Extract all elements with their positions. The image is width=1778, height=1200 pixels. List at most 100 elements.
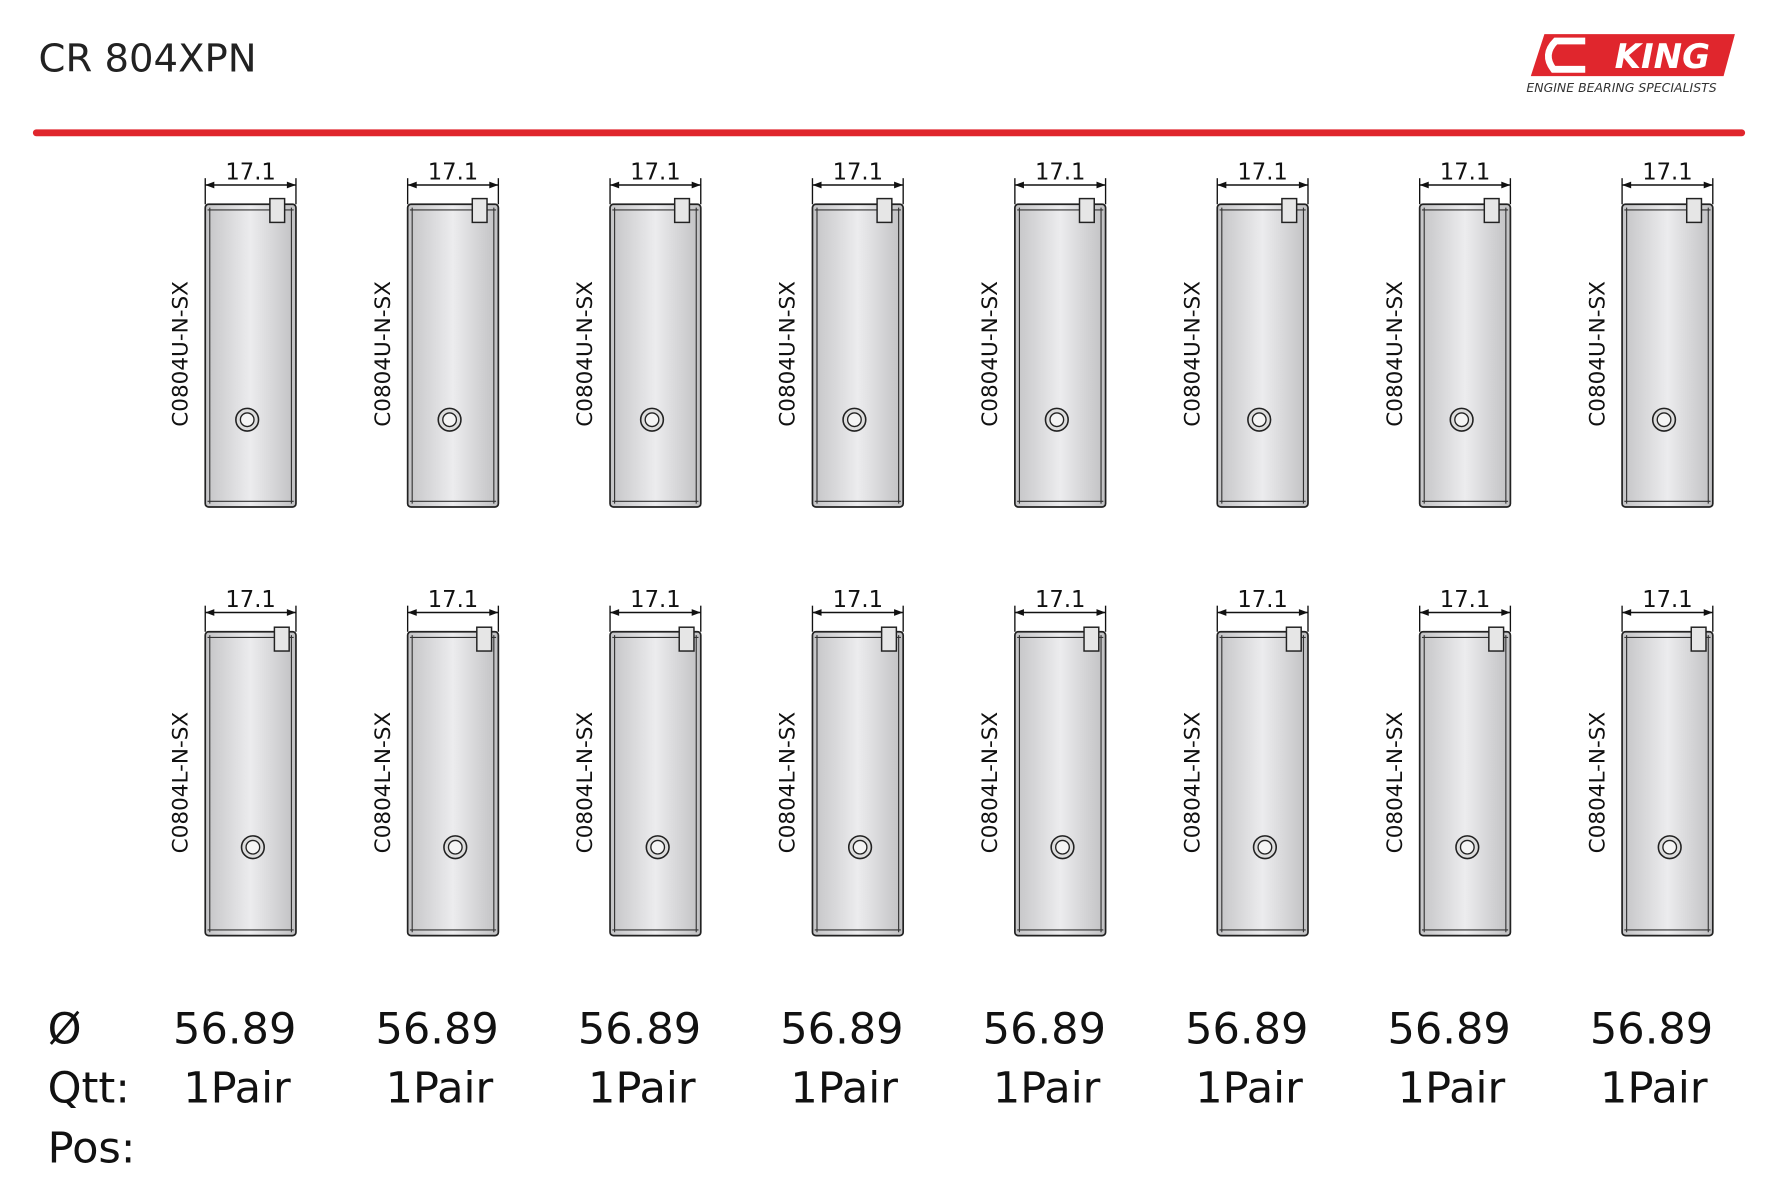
part-number: C0804L-N-SX xyxy=(371,712,396,854)
arrow xyxy=(489,181,499,189)
bearing: 17.1 C0804U-N-SX xyxy=(978,159,1107,508)
width-label: 17.1 xyxy=(1035,587,1085,613)
bearing: 17.1 C0804L-N-SX xyxy=(1383,587,1512,937)
oil-hole-inner xyxy=(1049,412,1065,428)
oil-hole-inner xyxy=(1257,839,1273,855)
locating-tab xyxy=(269,197,286,224)
arrow xyxy=(1622,181,1632,189)
shell xyxy=(1014,630,1107,937)
part-number: C0804L-N-SX xyxy=(1383,712,1408,854)
arrow xyxy=(1096,609,1106,616)
arrow xyxy=(1703,181,1713,189)
arrow xyxy=(1014,181,1024,189)
arrow xyxy=(812,181,822,189)
locating-tab xyxy=(1281,197,1298,224)
oil-hole-inner xyxy=(245,839,261,855)
arrow xyxy=(1419,181,1429,189)
arrow xyxy=(1014,609,1024,616)
shell xyxy=(1621,203,1714,508)
shell xyxy=(1216,203,1309,508)
diameter: 56.89 xyxy=(578,1004,701,1054)
part-number: C0804U-N-SX xyxy=(168,281,193,427)
bearing: 17.1 C0804U-N-SX xyxy=(776,159,905,508)
quantity-label: Qtt: xyxy=(48,1063,130,1113)
part-number: C0804U-N-SX xyxy=(1383,281,1408,427)
width-label: 17.1 xyxy=(428,159,478,185)
locating-tab xyxy=(476,626,493,652)
bearing: 17.1 C0804U-N-SX xyxy=(573,159,702,508)
bearing: 17.1 C0804U-N-SX xyxy=(168,159,297,508)
diameter: 56.89 xyxy=(173,1004,296,1054)
arrow xyxy=(1622,609,1632,616)
quantity: 1Pair xyxy=(588,1063,696,1113)
arrow xyxy=(407,609,417,616)
oil-hole-inner xyxy=(852,839,868,855)
shell xyxy=(609,203,702,508)
diameter: 56.89 xyxy=(983,1004,1106,1054)
oil-hole-inner xyxy=(650,839,666,855)
bearing: 17.1 C0804U-N-SX xyxy=(1180,159,1309,508)
oil-hole-inner xyxy=(1656,412,1672,428)
arrow xyxy=(812,609,822,616)
arrow xyxy=(489,609,499,616)
width-label: 17.1 xyxy=(1237,587,1287,613)
shell xyxy=(1014,203,1107,508)
diameter: 56.89 xyxy=(375,1004,498,1054)
logo-badge xyxy=(1530,34,1735,77)
arrow xyxy=(286,181,296,189)
shell xyxy=(811,630,905,937)
shell xyxy=(1418,630,1512,937)
bearing: 17.1 C0804L-N-SX xyxy=(776,587,905,937)
title: CR 804XPN xyxy=(39,37,257,82)
arrow xyxy=(1298,181,1308,189)
arrow xyxy=(610,181,620,189)
oil-hole-inner xyxy=(644,412,660,428)
bearing: 17.1 C0804U-N-SX xyxy=(1383,159,1512,508)
part-number: C0804L-N-SX xyxy=(1180,712,1205,854)
diameter: 56.89 xyxy=(1387,1004,1510,1054)
width-label: 17.1 xyxy=(1642,159,1692,185)
part-number: C0804U-N-SX xyxy=(1180,281,1205,427)
shell xyxy=(1621,630,1714,937)
diameter: 56.89 xyxy=(1590,1004,1713,1054)
part-number: C0804U-N-SX xyxy=(776,281,801,427)
locating-tab xyxy=(673,197,691,224)
arrow xyxy=(205,181,215,189)
arrow xyxy=(894,609,904,616)
width-label: 17.1 xyxy=(1440,159,1490,185)
bearing: 17.1 C0804L-N-SX xyxy=(371,587,500,937)
logo-tagline: ENGINE BEARING SPECIALISTS xyxy=(1526,80,1716,95)
arrow xyxy=(1217,181,1227,189)
width-label: 17.1 xyxy=(630,587,680,613)
bearing: 17.1 C0804L-N-SX xyxy=(1585,587,1714,937)
bearing: 17.1 C0804U-N-SX xyxy=(371,159,500,508)
locating-tab xyxy=(1690,626,1707,652)
locating-tab xyxy=(1685,197,1703,224)
locating-tab xyxy=(876,197,893,224)
quantity: 1Pair xyxy=(1600,1063,1708,1113)
diameter: 56.89 xyxy=(1185,1004,1308,1054)
logo-brand: KING xyxy=(1615,37,1710,77)
arrow xyxy=(894,181,904,189)
oil-hole-inner xyxy=(239,412,255,428)
quantity: 1Pair xyxy=(1195,1063,1303,1113)
arrow xyxy=(1703,609,1713,616)
shell xyxy=(1418,203,1512,508)
oil-hole-inner xyxy=(1251,412,1267,428)
oil-hole-inner xyxy=(1055,839,1070,855)
arrow xyxy=(610,609,620,616)
part-number: C0804L-N-SX xyxy=(978,712,1003,854)
arrow xyxy=(1096,181,1106,189)
part-number: C0804L-N-SX xyxy=(1585,712,1610,854)
locating-tab xyxy=(1285,626,1302,652)
locating-tab xyxy=(1488,626,1505,652)
quantity: 1Pair xyxy=(183,1063,291,1113)
quantity: 1Pair xyxy=(386,1063,494,1113)
shell xyxy=(406,630,500,937)
bearing: 17.1 C0804L-N-SX xyxy=(1180,587,1309,937)
oil-hole-inner xyxy=(447,839,463,855)
part-number: C0804L-N-SX xyxy=(573,712,598,854)
bearing: 17.1 C0804L-N-SX xyxy=(978,587,1107,937)
quantity: 1Pair xyxy=(993,1063,1101,1113)
